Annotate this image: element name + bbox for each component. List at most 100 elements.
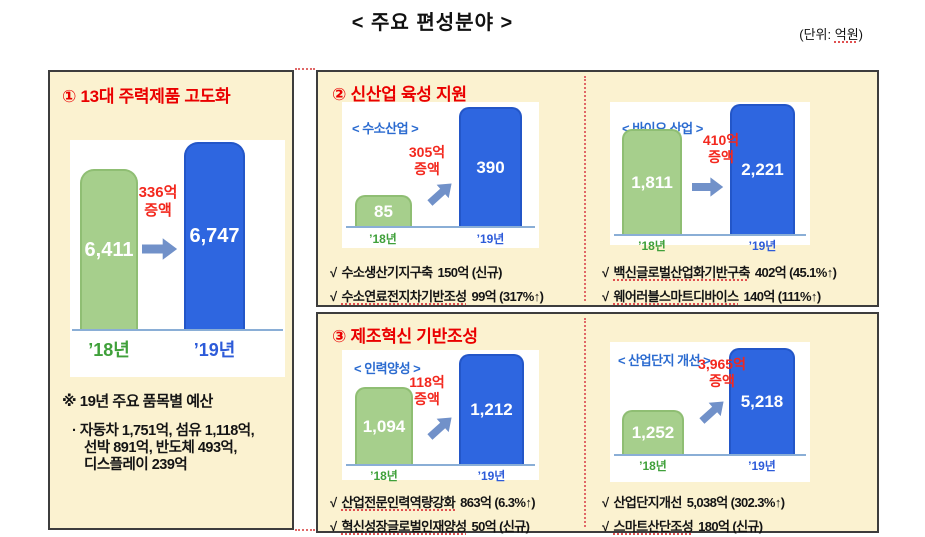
note-term: 산업전문인력역량강화 xyxy=(341,495,456,510)
complex-note-1: √ 산업단지개선 5,038억 (302.3%↑) xyxy=(602,492,785,511)
bar-2019-value: 2,221 xyxy=(741,160,784,179)
chart-baseline xyxy=(72,329,283,331)
column-tick-bottom xyxy=(295,529,315,531)
year-2018-label: ’18년 xyxy=(638,239,666,253)
bar-2019: 2,221 xyxy=(730,104,795,234)
page-title: < 주요 편성분야 > xyxy=(351,12,514,34)
note-value: 5,038억 (302.3%↑) xyxy=(686,495,785,510)
bar-2018-value: 1,094 xyxy=(362,416,406,436)
chart-baseline xyxy=(346,226,535,228)
note-value: 402억 (45.1%↑) xyxy=(754,265,837,280)
note-term: 백신글로벌산업화기반구축 xyxy=(613,265,751,280)
note-value: 863억 (6.3%↑) xyxy=(460,495,536,510)
increase-amount: 336억 xyxy=(138,184,178,201)
bar-2018: 85 xyxy=(355,195,412,226)
panel-new-industry: ② 신산업 육성 지원 < 수소산업 > 85 390 305억 증액 ’18년… xyxy=(316,70,879,307)
note-value: 140억 (111%↑) xyxy=(743,289,822,304)
increase-arrow-icon xyxy=(692,176,724,198)
industrial-complex-chart: < 산업단지 개선 > 1,252 5,218 3,965억 증액 ’18년 ’… xyxy=(610,342,810,482)
year-2018-label: ’18년 xyxy=(370,469,398,483)
unit-pre: (단위: xyxy=(799,27,835,42)
increase-word: 증액 xyxy=(709,372,735,389)
check-mark: √ xyxy=(330,289,337,304)
panel1-bullet-line1: · 자동차 1,751억, 섬유 1,118억, xyxy=(72,423,255,439)
unit-post: ) xyxy=(858,27,863,42)
year-2018-label: ’18년 xyxy=(639,459,667,473)
check-mark: √ xyxy=(602,289,609,304)
year-2019-label: ’19년 xyxy=(477,469,506,483)
note-term: 산업단지개선 xyxy=(613,495,683,510)
bar-2018: 1,252 xyxy=(622,410,684,454)
bar-2019: 1,212 xyxy=(459,354,524,464)
bar-2018: 1,811 xyxy=(622,129,682,234)
bar-2018-value: 1,252 xyxy=(631,423,675,442)
bar-2018: 1,094 xyxy=(355,387,413,464)
bar-2019: 6,747 xyxy=(184,142,245,329)
increase-label: 118억 증액 xyxy=(396,374,458,407)
note-value: 180억 (신규) xyxy=(698,519,763,534)
bar-2018-value: 6,411 xyxy=(84,238,134,261)
note-term: 웨어러블스마트디바이스 xyxy=(613,289,740,304)
panel1-bullet-line3: 디스플레이 239억 xyxy=(84,457,188,473)
bio-note-2: √ 웨어러블스마트디바이스 140억 (111%↑) xyxy=(602,286,821,305)
industrial-complex-chart-label: < 산업단지 개선 > xyxy=(618,353,711,368)
increase-label: 3,965억 증액 xyxy=(680,356,764,389)
note-value: 150억 (신규) xyxy=(437,265,502,280)
increase-amount: 410억 xyxy=(702,132,740,148)
panel3-title: ③ 제조혁신 기반조성 xyxy=(332,327,478,346)
workforce-chart-label: < 인력양성 > xyxy=(354,361,421,376)
increase-label: 305억 증액 xyxy=(396,144,458,177)
check-mark: √ xyxy=(602,265,609,280)
check-mark: √ xyxy=(602,495,609,510)
increase-word: 증액 xyxy=(708,148,734,165)
hydrogen-note-1: √ 수소생산기지구축 150억 (신규) xyxy=(330,262,502,281)
bar-2019: 390 xyxy=(459,107,522,226)
increase-label: 336억 증액 xyxy=(130,184,186,219)
bar-2019-value: 5,218 xyxy=(740,392,784,411)
bar-2018: 6,411 xyxy=(80,169,138,329)
increase-word: 증액 xyxy=(414,160,440,177)
year-2019-label: ’19년 xyxy=(193,340,236,360)
bar-2019-value: 6,747 xyxy=(189,225,240,247)
check-mark: √ xyxy=(330,265,337,280)
panel1-title: ① 13대 주력제품 고도화 xyxy=(62,87,231,106)
column-tick-top xyxy=(295,68,315,70)
bio-chart: < 바이오 산업 > 1,811 2,221 410억 증액 ’18년 ’19년 xyxy=(610,102,810,253)
year-2018-label: ’18년 xyxy=(88,340,130,360)
year-2018-label: ’18년 xyxy=(369,232,397,246)
note-value: 99억 (317%↑) xyxy=(471,289,544,304)
bar-2019-value: 390 xyxy=(476,157,505,177)
complex-note-2: √ 스마트산단조성 180억 (신규) xyxy=(602,516,763,535)
increase-amount: 3,965억 xyxy=(698,356,746,372)
workforce-note-2: √ 혁신성장글로벌인재양성 50억 (신규) xyxy=(330,516,530,535)
panel-key-products: ① 13대 주력제품 고도화 6,411 6,747 336억 증액 ’18년 … xyxy=(48,70,294,530)
increase-arrow-icon xyxy=(422,409,459,445)
note-value: 50억 (신규) xyxy=(471,519,530,534)
bar-2019-value: 1,212 xyxy=(470,400,513,419)
chart-baseline xyxy=(346,464,535,466)
note-term: 스마트산단조성 xyxy=(613,519,694,534)
workforce-chart: < 인력양성 > 1,094 1,212 118억 증액 ’18년 ’19년 xyxy=(342,350,539,483)
increase-label: 410억 증액 xyxy=(688,132,754,165)
check-mark: √ xyxy=(330,519,337,534)
panel1-bullet-line2: 선박 891억, 반도체 493억, xyxy=(84,440,237,456)
bio-note-1: √ 백신글로벌산업화기반구축 402억 (45.1%↑) xyxy=(602,262,837,281)
unit-label: (단위: 억원) xyxy=(799,24,863,43)
bar-2019: 5,218 xyxy=(729,348,795,454)
chart-baseline xyxy=(614,454,806,456)
panel-manufacturing-innovation: ③ 제조혁신 기반조성 < 인력양성 > 1,094 1,212 118억 증액… xyxy=(316,312,879,535)
year-2019-label: ’19년 xyxy=(748,239,777,253)
increase-arrow-icon xyxy=(422,175,459,211)
check-mark: √ xyxy=(602,519,609,534)
check-mark: √ xyxy=(330,495,337,510)
increase-amount: 118억 xyxy=(409,374,445,390)
note-term: 수소생산기지구축 xyxy=(341,265,433,280)
unit-word: 억원 xyxy=(834,27,859,42)
increase-word: 증액 xyxy=(414,390,440,407)
hydrogen-chart: < 수소산업 > 85 390 305억 증액 ’18년 ’19년 xyxy=(342,102,539,248)
hydrogen-note-2: √ 수소연료전지차기반조성 99억 (317%↑) xyxy=(330,286,544,305)
note-term: 혁신성장글로벌인재양성 xyxy=(341,519,468,534)
hydrogen-chart-label: < 수소산업 > xyxy=(352,121,419,136)
key-products-chart: 6,411 6,747 336억 증액 ’18년 ’19년 xyxy=(70,140,285,377)
workforce-note-1: √ 산업전문인력역량강화 863억 (6.3%↑) xyxy=(330,492,536,511)
